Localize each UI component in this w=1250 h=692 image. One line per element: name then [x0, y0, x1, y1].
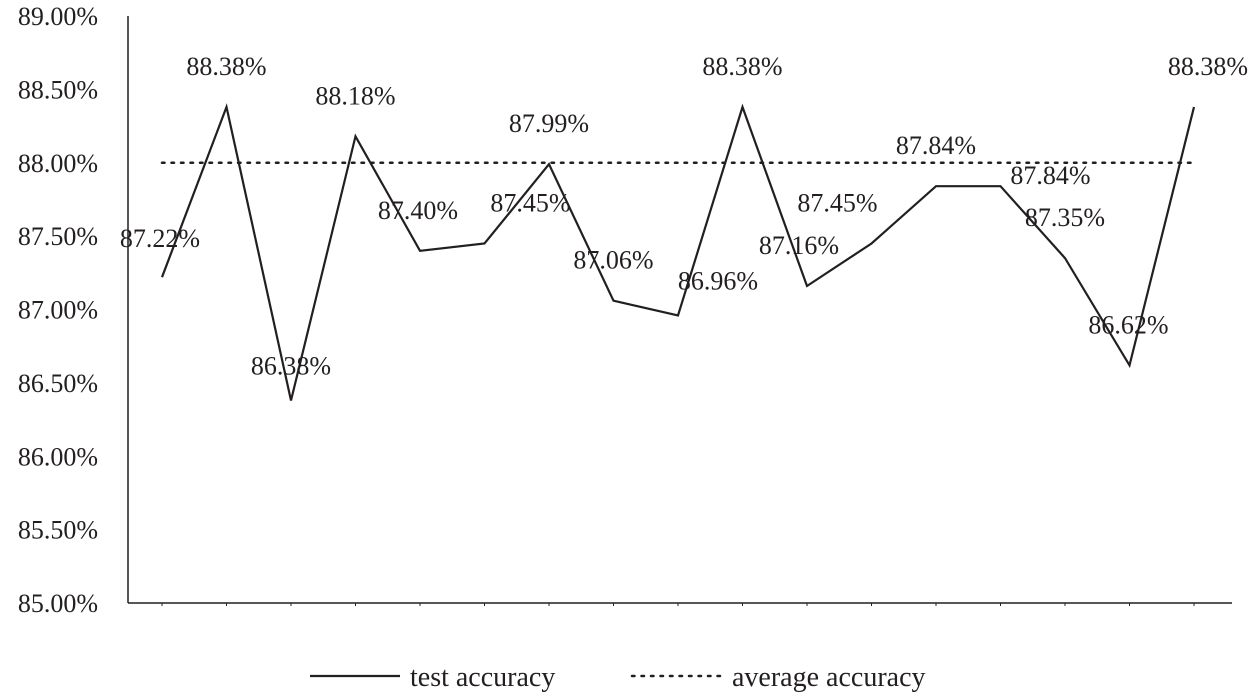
x-tick-marks	[161, 603, 1195, 606]
test-accuracy-line	[160, 103, 1196, 401]
data-label: 88.18%	[315, 81, 395, 110]
legend-label-test-accuracy: test accuracy	[410, 662, 555, 692]
data-label: 87.35%	[1025, 203, 1105, 232]
legend: test accuracy average accuracy	[310, 662, 926, 692]
y-tick-label: 86.00%	[18, 442, 98, 471]
y-tick-label: 88.00%	[18, 149, 98, 178]
data-label: 87.45%	[490, 188, 570, 217]
data-label: 87.16%	[759, 231, 839, 260]
y-tick-label: 89.00%	[18, 2, 98, 31]
legend-label-average-accuracy: average accuracy	[732, 662, 926, 692]
data-labels: 87.22% 88.38% 86.38% 88.18% 87.40% 87.45% 87.9…	[120, 52, 1248, 380]
y-tick-label: 85.00%	[18, 589, 98, 618]
data-label: 87.40%	[378, 196, 458, 225]
data-label: 88.38%	[186, 52, 266, 81]
data-label: 87.45%	[797, 188, 877, 217]
y-tick-label: 87.00%	[18, 296, 98, 325]
data-label: 86.38%	[251, 351, 331, 380]
y-tick-label: 85.50%	[18, 516, 98, 545]
data-label: 86.96%	[678, 266, 758, 295]
data-label: 88.38%	[1168, 52, 1248, 81]
data-label: 87.84%	[896, 131, 976, 160]
data-label: 86.62%	[1088, 310, 1168, 339]
data-label: 88.38%	[702, 52, 782, 81]
data-label: 87.99%	[509, 109, 589, 138]
y-tick-label: 86.50%	[18, 369, 98, 398]
data-label: 87.22%	[120, 224, 200, 253]
y-tick-labels: 85.00% 85.50% 86.00% 86.50% 87.00% 87.50% 88.0…	[18, 2, 98, 618]
y-tick-label: 88.50%	[18, 75, 98, 104]
data-label: 87.06%	[573, 246, 653, 275]
y-tick-label: 87.50%	[18, 222, 98, 251]
data-label: 87.84%	[1010, 161, 1090, 190]
axes	[127, 16, 1232, 604]
